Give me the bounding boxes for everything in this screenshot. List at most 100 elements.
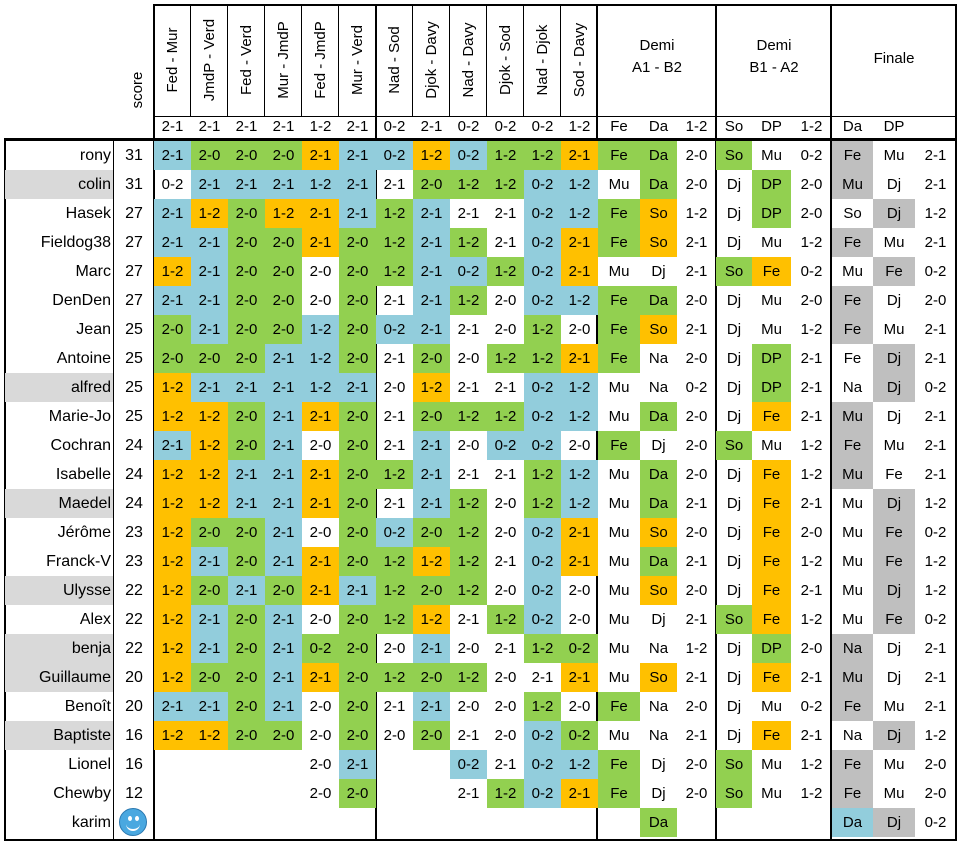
prediction-cell: 0-2 [800,147,823,164]
prediction-cell: 2-0 [309,756,332,773]
prediction-cell: Fe [598,750,640,779]
prediction-cell: 0-2 [524,257,561,286]
grid-line [301,4,302,117]
demi1-header: Demi A1 - B2 [597,35,717,79]
prediction-cell: Fe [873,257,915,286]
prediction-cell: So [640,576,677,605]
prediction-cell: 0-2 [924,524,947,541]
prediction-cell: 1-2 [376,199,413,228]
prediction-cell: Dj [726,698,742,715]
prediction-cell: 1-2 [413,373,450,402]
prediction-cell: 2-0 [685,785,708,802]
prediction-cell: 2-1 [924,350,947,367]
prediction-cell: 0-2 [524,431,561,460]
prediction-cell: 1-2 [154,489,191,518]
player-score: 20 [125,698,143,715]
prediction-cell: 1-2 [154,547,191,576]
prediction-cell: Dj [886,176,902,193]
prediction-cell: So [716,431,752,460]
prediction-cell: 2-1 [457,785,480,802]
prediction-cell: 1-2 [800,321,823,338]
prediction-cell: 1-2 [302,170,339,199]
prediction-cell: 2-1 [302,199,339,228]
prediction-cell: Fe [885,466,903,483]
prediction-cell: 1-2 [450,518,487,547]
prediction-cell: 2-1 [494,379,517,396]
prediction-cell: Mu [608,263,630,280]
prediction-cell: Dj [726,466,742,483]
prediction-cell: 2-0 [494,698,517,715]
prediction-cell: 2-1 [191,228,228,257]
prediction-cell: 2-0 [457,350,480,367]
prediction-cell: 1-2 [265,199,302,228]
prediction-cell: 2-1 [685,553,708,570]
prediction-cell: 0-2 [924,814,947,831]
prediction-cell: 1-2 [524,489,561,518]
prediction-cell: 1-2 [487,170,524,199]
prediction-cell: Mu [608,640,630,657]
prediction-cell: 1-2 [450,489,487,518]
prediction-cell: 1-2 [524,460,561,489]
prediction-cell: 0-2 [524,402,561,431]
prediction-cell: 0-2 [524,721,561,750]
prediction-cell: 2-0 [309,524,332,541]
table-row: Marc 27 1-2 2-1 2-0 2-0 2-0 2-0 1-2 2-1 0-2 1-2 0-2 2… [0,257,958,286]
prediction-cell: 1-2 [924,582,947,599]
prediction-cell: 1-2 [524,141,561,170]
prediction-cell: 2-0 [228,431,265,460]
prediction-cell: 1-2 [487,257,524,286]
prediction-cell: Mu [608,524,630,541]
prediction-cell: 1-2 [302,344,339,373]
prediction-cell: 2-0 [339,692,376,721]
prediction-cell: 2-1 [265,663,302,692]
player-score: 16 [125,756,143,773]
match-result: 2-1 [420,118,443,135]
prediction-cell: 2-0 [339,460,376,489]
prediction-cell: 2-0 [413,721,450,750]
prediction-cell: 1-2 [800,553,823,570]
prediction-cell: 2-0 [309,785,332,802]
prediction-cell: 2-0 [494,582,517,599]
prediction-cell: 1-2 [800,611,823,628]
prediction-cell: 2-0 [800,640,823,657]
prediction-cell: Mu [832,460,873,489]
prediction-cell: 2-1 [457,379,480,396]
prediction-cell: 2-0 [457,698,480,715]
player-score: 24 [125,495,143,512]
prediction-cell: 1-2 [376,547,413,576]
prediction-cell: 1-2 [924,205,947,222]
prediction-cell: 2-1 [685,321,708,338]
prediction-cell: Mu [842,582,863,599]
prediction-cell: So [843,205,862,222]
player-score: 22 [125,640,143,657]
prediction-cell: 2-1 [265,692,302,721]
prediction-cell: Mu [883,785,905,802]
prediction-cell [265,779,302,808]
prediction-cell: Mu [761,234,782,251]
prediction-cell: Mu [832,402,873,431]
finale-title: Finale [873,50,915,67]
prediction-cell [191,808,228,837]
prediction-cell: 2-0 [191,141,228,170]
prediction-cell: 2-0 [494,524,517,541]
prediction-cell: Dj [726,234,742,251]
table-row: DenDen 27 2-1 2-1 2-0 2-0 2-0 2-0 2-1 2-1 1-2 2-0 0-… [0,286,958,315]
prediction-cell [376,750,413,779]
prediction-cell: 2-0 [265,141,302,170]
prediction-cell: 2-0 [685,437,708,454]
prediction-cell: Dj [726,553,742,570]
prediction-cell: 2-1 [302,141,339,170]
prediction-cell: 2-0 [228,199,265,228]
prediction-cell: 2-0 [339,286,376,315]
prediction-cell: 2-1 [228,489,265,518]
prediction-cell: 0-2 [524,605,561,634]
prediction-cell: 1-2 [191,489,228,518]
player-name: benja [5,634,113,663]
player-name: DenDen [52,292,111,309]
prediction-cell: 1-2 [450,576,487,605]
prediction-cell: 2-1 [800,582,823,599]
match-header: Nad - Djok [533,24,551,96]
prediction-cell: 1-2 [154,460,191,489]
prediction-cell: 0-2 [524,779,561,808]
prediction-cell: Fe [752,547,791,576]
